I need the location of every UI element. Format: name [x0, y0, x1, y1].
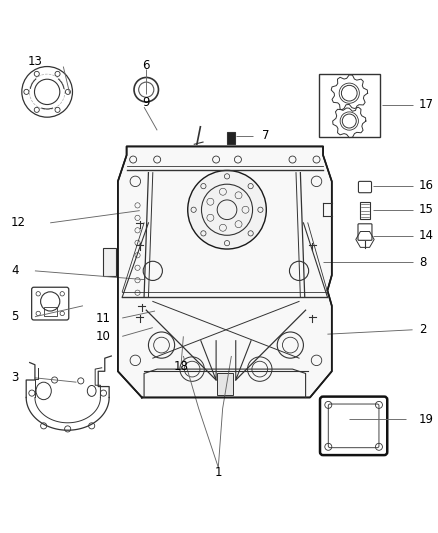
- Text: 12: 12: [11, 216, 26, 229]
- Text: 6: 6: [142, 59, 150, 72]
- Text: 16: 16: [419, 179, 434, 192]
- Circle shape: [289, 156, 296, 163]
- Circle shape: [188, 171, 266, 249]
- Text: 17: 17: [419, 99, 434, 111]
- Bar: [360, 203, 370, 219]
- Bar: [44, 307, 57, 317]
- Text: 5: 5: [11, 310, 18, 323]
- Text: 19: 19: [419, 413, 434, 426]
- Text: 4: 4: [11, 264, 18, 277]
- Text: 10: 10: [96, 330, 111, 343]
- Text: 9: 9: [142, 96, 150, 109]
- Circle shape: [154, 156, 161, 163]
- Text: 18: 18: [174, 360, 189, 374]
- Text: 2: 2: [419, 324, 427, 336]
- Circle shape: [234, 156, 241, 163]
- Text: 15: 15: [419, 203, 434, 216]
- Bar: [217, 374, 233, 395]
- Text: 14: 14: [419, 229, 434, 243]
- Circle shape: [130, 156, 137, 163]
- Text: 8: 8: [419, 256, 427, 269]
- Circle shape: [212, 156, 219, 163]
- Text: 3: 3: [11, 372, 18, 384]
- Text: 13: 13: [28, 55, 42, 68]
- Circle shape: [313, 156, 320, 163]
- Bar: [103, 248, 116, 276]
- Text: 11: 11: [96, 312, 111, 325]
- Polygon shape: [118, 147, 332, 398]
- Text: 7: 7: [262, 129, 269, 142]
- Bar: [227, 132, 235, 144]
- Text: 1: 1: [215, 466, 222, 479]
- Bar: [319, 74, 380, 138]
